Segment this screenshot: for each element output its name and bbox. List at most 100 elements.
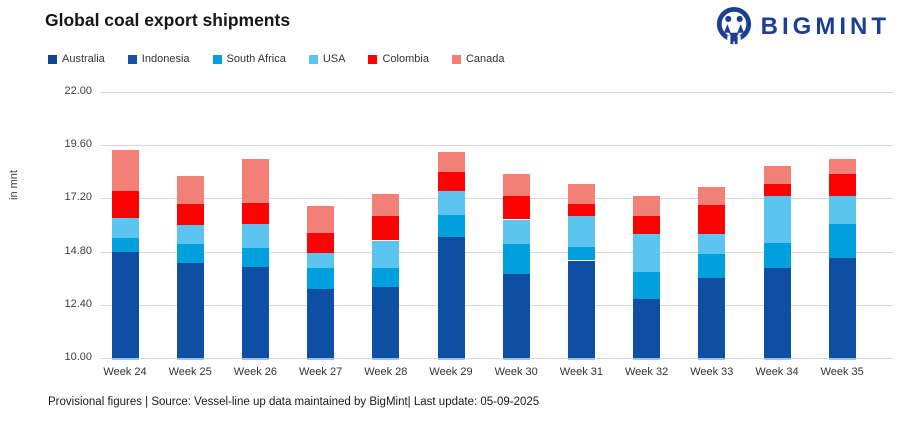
bar-base-edge	[372, 358, 400, 360]
bar-week-35	[828, 92, 856, 360]
legend-label: Australia	[62, 53, 105, 65]
y-tick-label: 10.00	[64, 351, 92, 363]
x-tick-label: Week 32	[624, 366, 669, 378]
bar-segment-canada	[176, 176, 204, 204]
y-tick-label: 12.40	[64, 297, 92, 310]
y-tick-label: 19.60	[64, 138, 92, 151]
plot-area	[100, 92, 893, 360]
bar-week-33	[698, 92, 726, 360]
bar-base-edge	[698, 358, 726, 360]
bar-segment-colombia	[241, 202, 269, 224]
x-tick-label: Week 35	[820, 366, 864, 378]
legend-swatch-icon	[212, 54, 222, 64]
chart-title: Global coal export shipments	[45, 10, 291, 30]
bar-segment-australia_indonesia	[502, 273, 530, 358]
chart-legend: Australia Indonesia South Africa USA Colombi…	[48, 53, 504, 65]
bar-base-edge	[633, 358, 661, 360]
bar-week-24	[111, 92, 139, 360]
legend-item: Australia	[48, 53, 105, 65]
bar-segment-colombia	[437, 171, 465, 191]
legend-swatch-icon	[451, 54, 461, 64]
x-tick-label: Week 33	[690, 366, 734, 378]
bar-week-27	[307, 92, 335, 360]
bar-segment-canada	[567, 184, 595, 204]
bigmint-logo: BIGMINT	[715, 6, 890, 48]
bar-segment-canada	[437, 151, 465, 172]
bar-segment-canada	[763, 166, 791, 184]
bigmint-logo-icon	[716, 7, 751, 45]
bar-segment-australia_indonesia	[437, 237, 465, 358]
bar-week-26	[241, 92, 269, 360]
y-tick-label: 17.20	[64, 191, 92, 204]
bar-segment-colombia	[567, 203, 595, 217]
bar-segment-canada	[828, 158, 856, 174]
legend-swatch-icon	[368, 54, 378, 64]
bar-segment-usa	[437, 190, 465, 215]
bar-segment-australia_indonesia	[828, 258, 856, 359]
legend-swatch-icon	[48, 54, 57, 64]
x-tick-label: Week 31	[559, 366, 603, 378]
gridline	[100, 304, 893, 306]
bar-week-25	[176, 92, 204, 360]
bar-segment-usa	[111, 218, 139, 239]
bar-segment-south_africa	[437, 215, 465, 238]
bar-segment-south_africa	[372, 268, 400, 287]
bar-segment-usa	[763, 196, 791, 243]
bar-segment-south_africa	[567, 247, 595, 261]
bar-week-28	[372, 92, 400, 360]
bar-base-edge	[502, 358, 530, 360]
bar-week-32	[633, 92, 661, 360]
bar-segment-colombia	[633, 216, 661, 234]
gridline	[100, 198, 893, 200]
bar-segment-usa	[176, 225, 204, 244]
bar-segment-south_africa	[111, 238, 139, 252]
bar-week-31	[567, 92, 595, 360]
bar-base-edge	[176, 358, 204, 360]
bar-segment-canada	[372, 194, 400, 217]
bar-segment-usa	[307, 252, 335, 269]
x-tick-label: Week 29	[429, 366, 473, 378]
bar-segment-australia_indonesia	[372, 287, 400, 358]
gridline	[100, 92, 893, 93]
bar-segment-canada	[307, 206, 335, 233]
bar-segment-colombia	[698, 205, 726, 234]
bar-segment-colombia	[176, 203, 204, 225]
bar-week-34	[763, 92, 791, 360]
bar-segment-colombia	[502, 196, 530, 220]
x-tick-label: Week 30	[494, 366, 538, 378]
gridline	[100, 358, 893, 359]
y-tick-label: 14.80	[64, 244, 92, 257]
bar-segment-canada	[111, 149, 139, 191]
bigmint-brand-text: BIGMINT	[760, 13, 890, 40]
bar-segment-colombia	[828, 174, 856, 197]
x-tick-label: Week 24	[103, 366, 147, 378]
bar-segment-usa	[567, 216, 595, 248]
bar-segment-canada	[698, 187, 726, 205]
bar-segment-south_africa	[633, 271, 661, 300]
legend-item: Canada	[451, 53, 504, 65]
bar-segment-canada	[502, 174, 530, 197]
bar-base-edge	[763, 358, 791, 360]
legend-label: South Africa	[226, 53, 286, 65]
bar-segment-usa	[502, 219, 530, 244]
bar-base-edge	[307, 358, 335, 360]
bar-base-edge	[111, 358, 139, 360]
bar-segment-south_africa	[698, 253, 726, 279]
legend-item: South Africa	[212, 53, 286, 65]
legend-label: Colombia	[382, 53, 429, 65]
legend-item: USA	[308, 53, 345, 65]
bar-segment-colombia	[372, 216, 400, 241]
y-axis-title: in mnt	[8, 170, 20, 200]
bar-segment-australia_indonesia	[176, 262, 204, 358]
bar-segment-colombia	[111, 190, 139, 219]
bar-segment-usa	[698, 233, 726, 254]
bar-segment-australia_indonesia	[111, 251, 139, 358]
bar-segment-south_africa	[828, 223, 856, 259]
bar-segment-south_africa	[763, 242, 791, 269]
bar-segment-usa	[828, 196, 856, 224]
source-footnote: Provisional figures | Source: Vessel-lin…	[48, 396, 540, 408]
x-tick-label: Week 25	[168, 366, 212, 378]
bar-segment-south_africa	[176, 243, 204, 263]
bar-segment-south_africa	[502, 243, 530, 274]
